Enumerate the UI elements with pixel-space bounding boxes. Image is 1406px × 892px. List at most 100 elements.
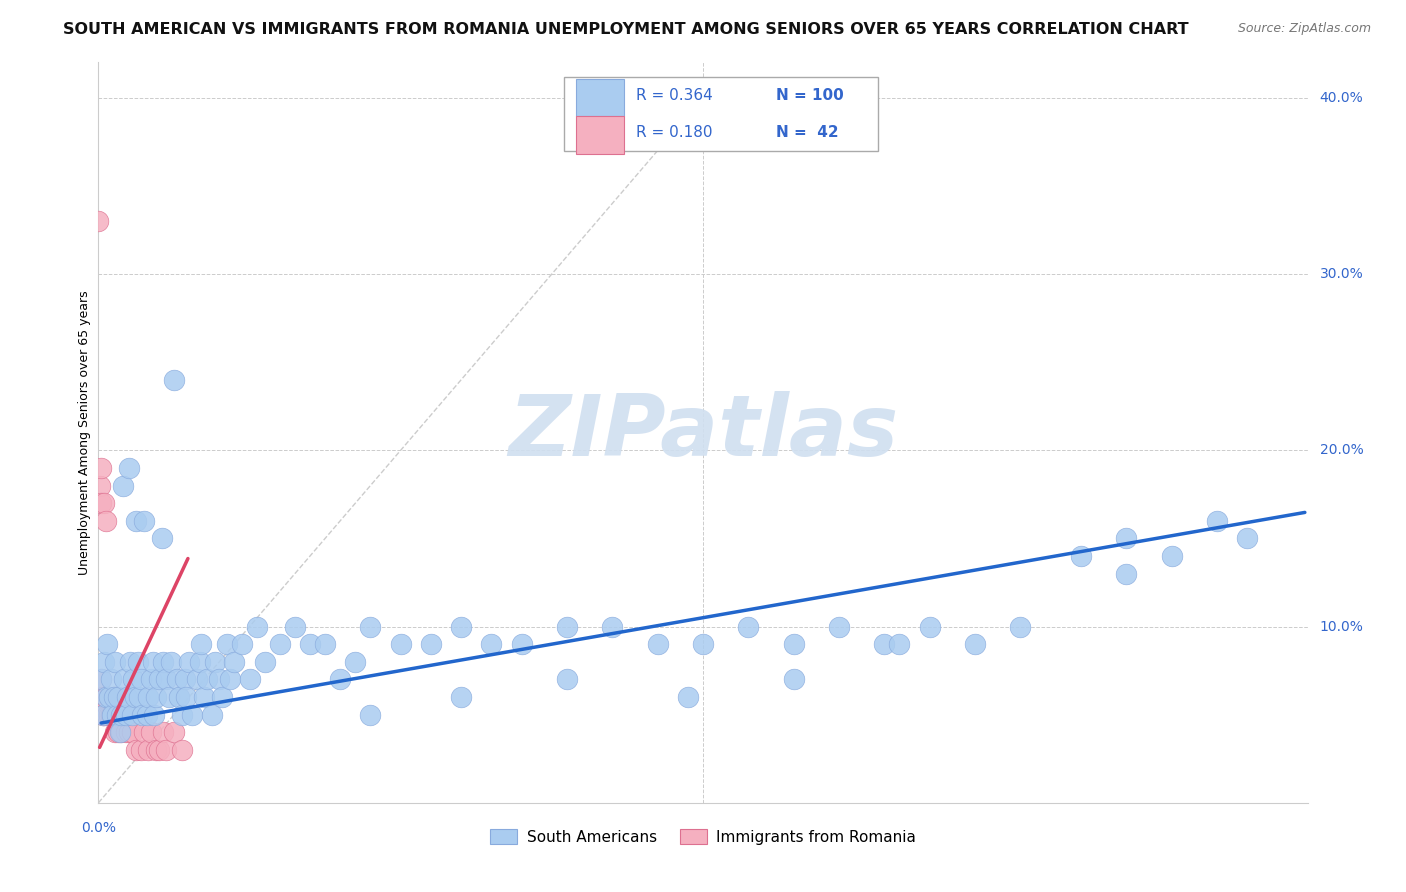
- Point: [510, 637, 533, 651]
- Point: [1160, 549, 1182, 563]
- Text: N = 100: N = 100: [776, 88, 844, 103]
- Point: [828, 619, 851, 633]
- Point: [111, 707, 134, 722]
- Point: [105, 707, 128, 722]
- Point: [174, 690, 197, 704]
- FancyBboxPatch shape: [564, 78, 879, 152]
- Point: [110, 725, 132, 739]
- Point: [96, 707, 118, 722]
- Point: [135, 707, 157, 722]
- Point: [211, 690, 233, 704]
- Point: [125, 743, 148, 757]
- Point: [450, 690, 472, 704]
- Point: [163, 373, 186, 387]
- Point: [159, 690, 181, 704]
- Point: [224, 655, 246, 669]
- Point: [246, 619, 269, 633]
- FancyBboxPatch shape: [576, 79, 624, 117]
- Point: [208, 673, 231, 687]
- Legend: South Americans, Immigrants from Romania: South Americans, Immigrants from Romania: [484, 822, 922, 851]
- Point: [783, 637, 806, 651]
- Text: SOUTH AMERICAN VS IMMIGRANTS FROM ROMANIA UNEMPLOYMENT AMONG SENIORS OVER 65 YEA: SOUTH AMERICAN VS IMMIGRANTS FROM ROMANI…: [63, 22, 1189, 37]
- Text: 20.0%: 20.0%: [1320, 443, 1364, 458]
- Point: [873, 637, 896, 651]
- Point: [125, 514, 148, 528]
- Point: [91, 707, 114, 722]
- Point: [1236, 532, 1258, 546]
- Point: [481, 637, 503, 651]
- Point: [94, 514, 117, 528]
- Point: [555, 673, 578, 687]
- Point: [692, 637, 714, 651]
- Point: [231, 637, 253, 651]
- Point: [90, 673, 112, 687]
- Point: [101, 707, 124, 722]
- Point: [143, 707, 166, 722]
- Point: [105, 707, 128, 722]
- Point: [107, 725, 129, 739]
- Point: [93, 707, 115, 722]
- Point: [965, 637, 987, 651]
- Point: [136, 743, 159, 757]
- Point: [121, 725, 143, 739]
- Point: [118, 461, 141, 475]
- Point: [87, 214, 110, 228]
- Point: [188, 655, 211, 669]
- Point: [170, 707, 193, 722]
- Point: [152, 655, 174, 669]
- Point: [98, 690, 121, 704]
- Point: [160, 655, 183, 669]
- Point: [127, 655, 149, 669]
- Point: [148, 673, 170, 687]
- Point: [91, 690, 114, 704]
- Point: [152, 725, 174, 739]
- Point: [98, 690, 121, 704]
- Point: [889, 637, 911, 651]
- Point: [90, 673, 112, 687]
- Point: [1206, 514, 1229, 528]
- Point: [120, 655, 142, 669]
- Point: [100, 707, 122, 722]
- Point: [167, 690, 190, 704]
- Point: [329, 673, 352, 687]
- Point: [201, 707, 224, 722]
- Text: R = 0.364: R = 0.364: [637, 88, 713, 103]
- Point: [420, 637, 443, 651]
- FancyBboxPatch shape: [576, 117, 624, 153]
- Point: [284, 619, 307, 633]
- Point: [145, 743, 167, 757]
- Point: [204, 655, 226, 669]
- Point: [128, 690, 150, 704]
- Point: [124, 690, 146, 704]
- Point: [100, 707, 122, 722]
- Point: [118, 725, 141, 739]
- Point: [114, 707, 136, 722]
- Point: [195, 673, 218, 687]
- Text: ZIPatlas: ZIPatlas: [508, 391, 898, 475]
- Point: [112, 673, 135, 687]
- Point: [647, 637, 669, 651]
- Point: [129, 673, 152, 687]
- Point: [737, 619, 759, 633]
- Text: 0.0%: 0.0%: [82, 822, 115, 835]
- Point: [103, 690, 125, 704]
- Point: [555, 619, 578, 633]
- Point: [181, 707, 204, 722]
- Point: [170, 743, 193, 757]
- Point: [94, 690, 117, 704]
- Point: [179, 655, 201, 669]
- Point: [360, 707, 382, 722]
- Text: N =  42: N = 42: [776, 125, 838, 140]
- Point: [1010, 619, 1032, 633]
- Point: [96, 707, 118, 722]
- Point: [103, 690, 125, 704]
- Point: [129, 743, 152, 757]
- Point: [450, 619, 472, 633]
- Point: [93, 496, 115, 510]
- Point: [314, 637, 336, 651]
- Point: [389, 637, 412, 651]
- Point: [110, 707, 132, 722]
- Point: [141, 725, 163, 739]
- Point: [602, 619, 624, 633]
- Point: [269, 637, 291, 651]
